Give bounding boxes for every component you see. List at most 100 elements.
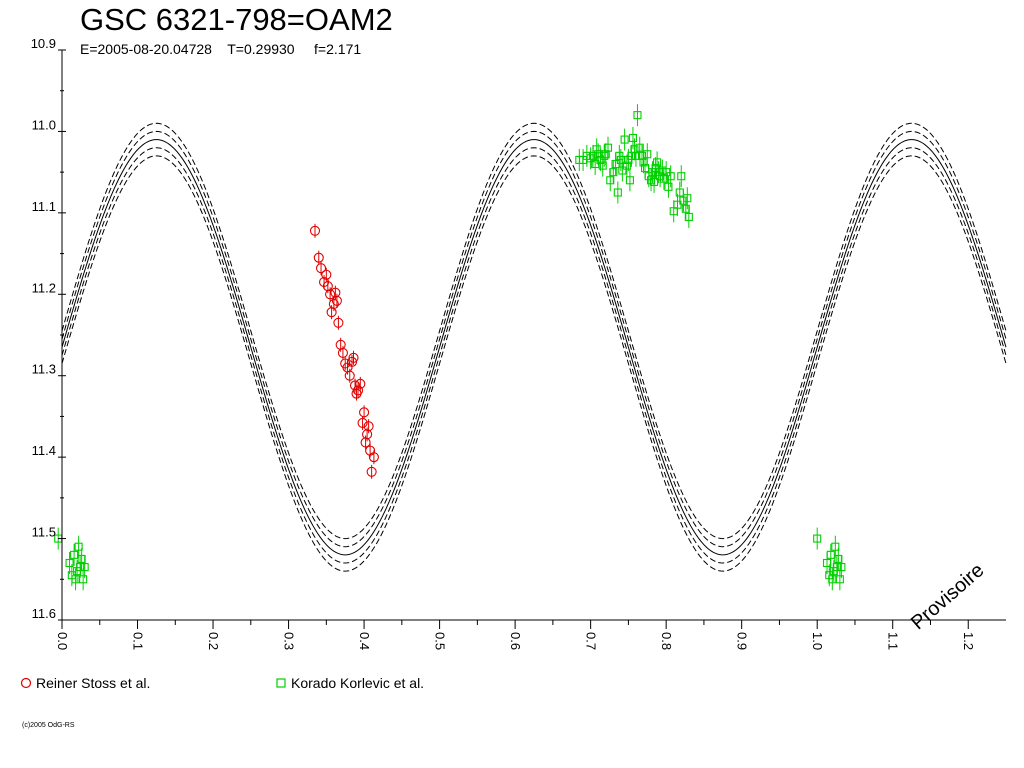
data-point-korlevic <box>592 145 601 154</box>
data-point-korlevic <box>635 143 644 152</box>
x-tick-label: 0.1 <box>131 632 146 650</box>
x-tick-label: 0.8 <box>659 632 674 650</box>
data-point-korlevic <box>74 542 83 551</box>
x-tick-label: 0.3 <box>282 632 297 650</box>
y-tick-label: 11.0 <box>32 117 56 132</box>
y-tick-label: 10.9 <box>31 36 56 51</box>
model-curve <box>61 122 1007 540</box>
y-tick-label: 11.3 <box>32 362 56 377</box>
data-point-korlevic <box>681 204 690 213</box>
x-tick-label: 0.0 <box>55 632 70 650</box>
data-point-korlevic <box>628 133 637 142</box>
data-point-stoss <box>349 380 361 391</box>
data-point-korlevic <box>834 554 843 563</box>
legend-label: Korado Korlevic et al. <box>291 675 425 691</box>
data-point-stoss <box>352 385 364 396</box>
data-point-korlevic <box>664 182 673 191</box>
data-point-korlevic <box>650 177 659 186</box>
copyright-text: (c)2005 OdG-RS <box>22 722 75 729</box>
axes: 10.9 11.0 11.1 11.2 11.3 11.4 11.5 11.6 0.0 0.1 0.… <box>31 36 1006 650</box>
data-point-stoss <box>337 347 348 358</box>
legend-item-korlevic: Korado Korlevic et al. <box>275 675 424 691</box>
model-curves <box>61 122 1007 572</box>
circle-marker-icon <box>20 677 32 689</box>
data-point-stoss <box>309 225 321 236</box>
x-tick-label: 1.1 <box>886 632 901 650</box>
data-point-korlevic <box>615 151 624 160</box>
x-tick-label: 0.5 <box>433 632 448 650</box>
data-point-korlevic <box>837 563 846 572</box>
data-point-korlevic <box>603 143 613 152</box>
data-point-stoss <box>330 287 341 298</box>
data-point-stoss <box>362 429 373 440</box>
data-point-stoss <box>366 466 377 477</box>
y-tick-label: 11.1 <box>32 199 56 214</box>
data-point-korlevic <box>65 558 74 568</box>
data-point-korlevic <box>662 168 671 177</box>
data-point-korlevic <box>606 176 615 185</box>
data-point-korlevic <box>71 575 80 584</box>
data-point-korlevic <box>683 194 692 203</box>
model-curve <box>61 139 1007 556</box>
chart-title: GSC 6321-798=OAM2 <box>80 2 393 37</box>
data-point-korlevic <box>673 200 682 209</box>
data-point-stoss <box>313 252 324 263</box>
y-tick-label: 11.5 <box>32 525 56 540</box>
square-marker-icon <box>276 678 286 688</box>
legend-label: Reiner Stoss et al. <box>36 675 151 691</box>
error-bars <box>57 104 842 591</box>
data-point-korlevic <box>586 154 595 163</box>
y-tick-label: 11.6 <box>32 606 56 621</box>
data-point-stoss <box>315 263 327 274</box>
data-point-korlevic <box>598 161 607 170</box>
data-point-korlevic <box>684 212 693 221</box>
x-tick-label: 0.6 <box>508 632 523 650</box>
data-point-korlevic <box>832 563 841 572</box>
data-point-korlevic <box>616 155 625 164</box>
data-point-korlevic <box>79 575 88 584</box>
data-point-stoss <box>346 356 358 367</box>
data-point-korlevic <box>822 558 832 568</box>
y-tick-label: 11.4 <box>32 443 56 458</box>
legend-item-stoss: Reiner Stoss et al. <box>20 675 150 691</box>
model-curve <box>61 147 1007 564</box>
y-tick-label: 11.2 <box>32 280 56 295</box>
data-point-korlevic <box>835 575 844 584</box>
data-point-stoss <box>348 352 359 363</box>
data-point-korlevic <box>828 575 837 584</box>
data-point-stoss <box>333 317 344 328</box>
data-point-korlevic <box>620 135 629 144</box>
data-point-korlevic <box>639 158 648 167</box>
data-point-korlevic <box>640 164 650 173</box>
data-point-korlevic <box>666 172 675 181</box>
data-point-stoss <box>360 437 371 448</box>
data-point-stoss <box>328 299 339 310</box>
model-curve <box>61 130 1007 548</box>
data-point-stoss <box>359 407 370 418</box>
data-point-korlevic <box>631 151 641 160</box>
data-point-korlevic <box>70 550 79 559</box>
x-tick-label: 1.0 <box>810 632 825 650</box>
data-point-korlevic <box>618 166 627 175</box>
data-point-korlevic <box>77 554 86 563</box>
data-point-stoss <box>325 289 336 300</box>
data-point-korlevic <box>677 172 686 181</box>
data-point-korlevic <box>609 168 618 177</box>
data-point-korlevic <box>813 534 822 543</box>
data-point-korlevic <box>831 542 840 551</box>
data-point-korlevic <box>594 150 603 159</box>
x-tick-label: 0.7 <box>584 632 599 650</box>
data-point-korlevic <box>80 563 89 572</box>
data-point-korlevic <box>76 563 85 572</box>
data-point-korlevic <box>613 188 622 197</box>
data-point-stoss <box>355 378 366 389</box>
data-point-stoss <box>344 370 355 381</box>
data-point-stoss <box>368 452 379 463</box>
data-point-stoss <box>331 295 342 306</box>
x-tick-label: 0.2 <box>206 632 221 650</box>
data-point-korlevic <box>643 150 652 159</box>
data-point-stoss <box>321 269 332 280</box>
x-tick-label: 1.2 <box>961 632 976 650</box>
data-point-korlevic <box>600 151 609 160</box>
